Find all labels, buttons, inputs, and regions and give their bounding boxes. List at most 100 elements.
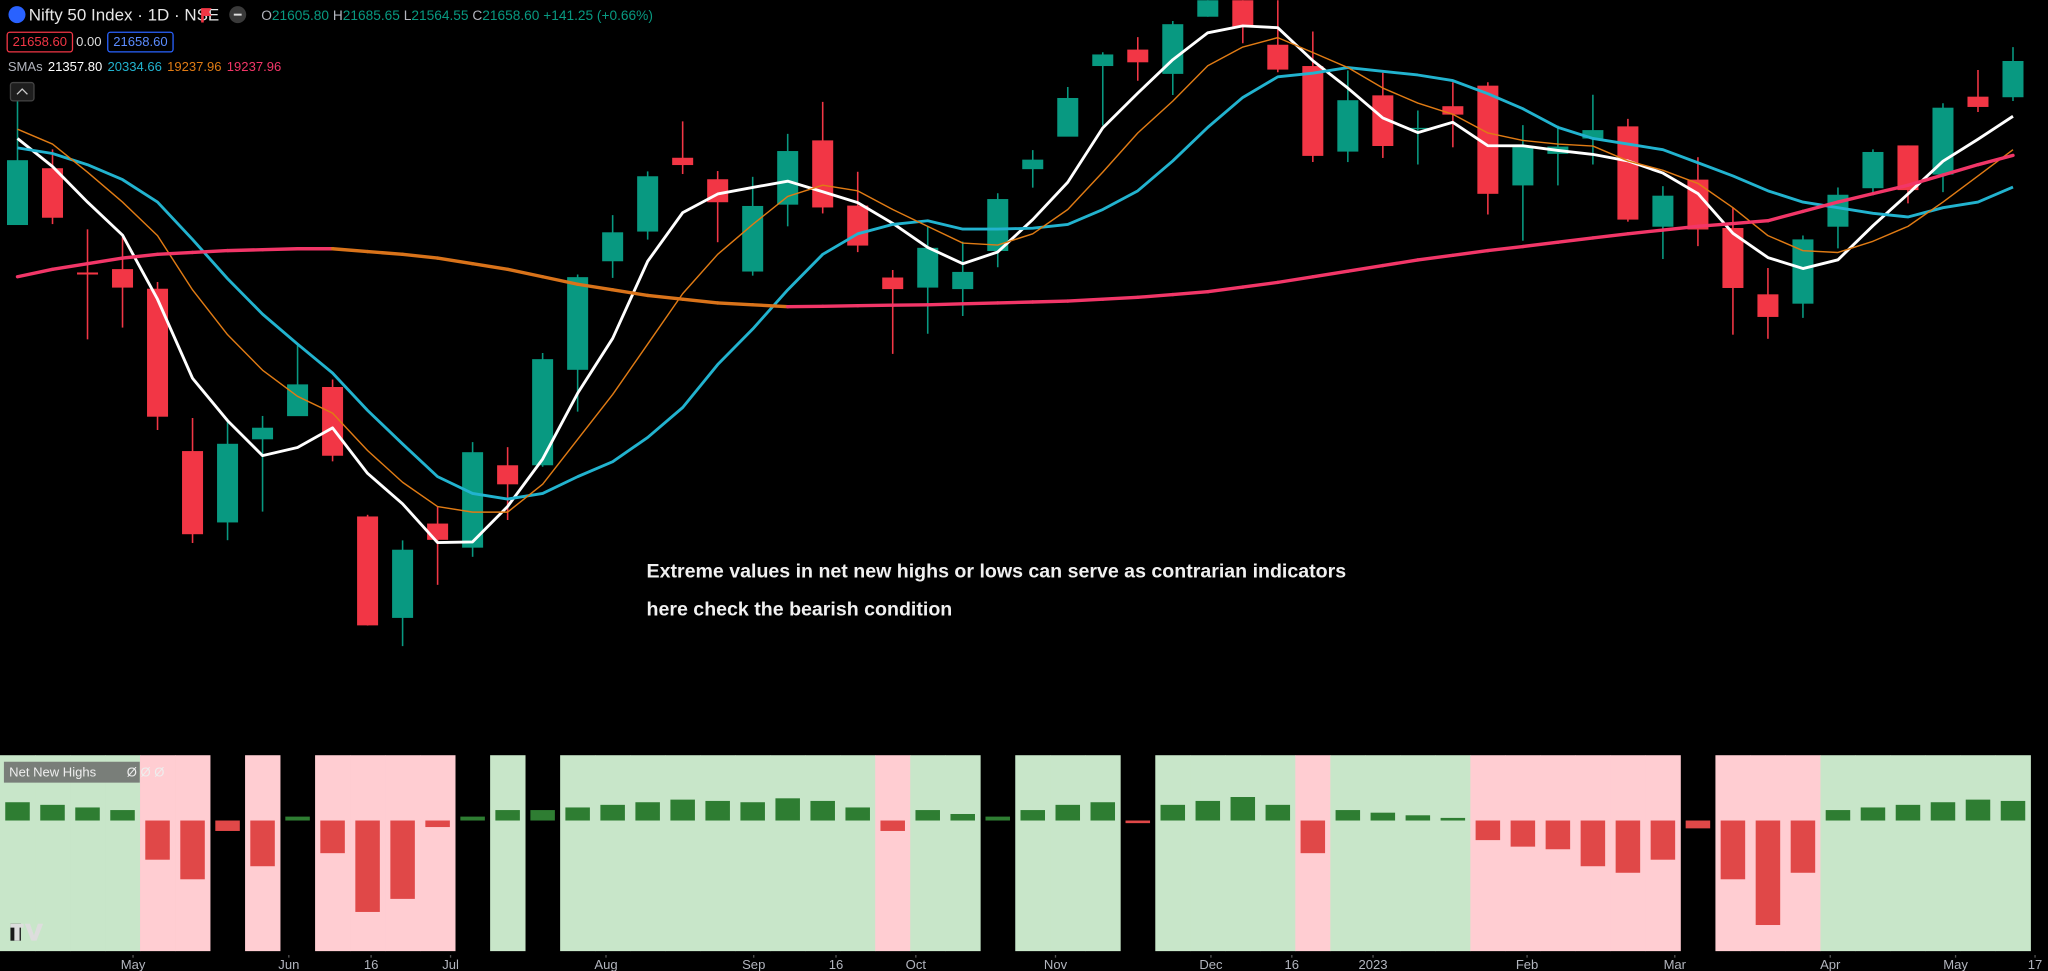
pane-background <box>1995 755 2031 952</box>
histogram-bar <box>460 816 485 821</box>
candle-body <box>2002 60 2024 98</box>
sma-segment <box>225 247 265 253</box>
l-value: 21564.55 <box>411 8 469 23</box>
pane-background <box>1890 755 1926 952</box>
sma-segment <box>1171 290 1210 297</box>
histogram-bar <box>1160 804 1186 821</box>
buy-price: 21658.60 <box>113 34 167 49</box>
o-key: O <box>261 8 272 23</box>
sma-segment <box>996 300 1035 305</box>
histogram-bar <box>1685 820 1711 829</box>
candle-body <box>567 277 589 370</box>
x-tick-label: Jul <box>442 957 459 971</box>
histogram-bar <box>985 816 1010 821</box>
candle-body <box>952 271 974 290</box>
sma-segment <box>400 252 440 260</box>
pane-background <box>1435 755 1471 952</box>
sma-segment <box>1311 269 1350 279</box>
histogram-bar <box>1930 802 1956 821</box>
pane-background <box>1155 755 1191 952</box>
price-pane <box>7 0 2024 647</box>
sma-segment <box>470 261 510 271</box>
sma-segment <box>1206 285 1245 294</box>
sma-segment <box>750 303 790 309</box>
sma-segment <box>575 282 615 292</box>
sma-segment <box>1801 200 1840 214</box>
flag-icon[interactable] <box>201 8 212 23</box>
candle-body <box>1967 96 1989 107</box>
ohlc-legend: O21605.80 H21685.65 L21564.55 C21658.60 … <box>261 8 653 23</box>
candle-body <box>77 272 99 275</box>
histogram-bar <box>1720 820 1746 880</box>
buy-button[interactable] <box>107 31 174 53</box>
candle-body <box>812 140 834 208</box>
pane-background <box>490 755 526 952</box>
sell-button[interactable] <box>6 31 74 53</box>
collapse-button[interactable] <box>9 81 35 102</box>
histogram-bar <box>425 820 450 828</box>
candle-body <box>1372 95 1394 146</box>
pane-background <box>805 755 841 952</box>
sma-segment <box>856 303 895 308</box>
sma-segment <box>1521 240 1560 249</box>
x-tick-label: Nov <box>1044 957 1068 971</box>
histogram-bar <box>390 820 415 899</box>
sma-segment <box>821 304 860 308</box>
x-tick-label: Feb <box>1516 957 1538 971</box>
symbol-title[interactable]: Nifty 50 Index · 1D · NSE <box>29 5 220 24</box>
histogram-bar <box>75 807 100 821</box>
candle-body <box>1862 151 1884 189</box>
x-tick-label: Apr <box>1820 957 1841 971</box>
candle-body <box>777 151 799 205</box>
sma-segment <box>1136 292 1175 300</box>
pane-background <box>1365 755 1401 952</box>
pane-background <box>910 755 946 952</box>
sma-segment <box>1556 236 1595 244</box>
sma-segment <box>1451 248 1490 257</box>
sma-segment <box>1416 253 1455 262</box>
histogram-bar <box>320 820 345 854</box>
histogram-bar <box>180 820 205 880</box>
candle-body <box>1897 145 1919 191</box>
annotation: Extreme values in net new highs or lows … <box>647 561 1347 583</box>
candle-body <box>1197 0 1219 17</box>
candle-body <box>42 168 64 218</box>
h-key: H <box>333 8 343 23</box>
collapse-icon <box>16 88 28 95</box>
candle-body <box>1477 85 1499 194</box>
candle-body <box>357 516 379 626</box>
pane-background <box>665 755 701 952</box>
histogram-bar <box>530 810 555 821</box>
candle-body <box>112 269 134 288</box>
candle-body <box>1267 44 1289 70</box>
sma-segment <box>1346 263 1385 273</box>
x-tick-label: 16 <box>829 957 844 971</box>
histogram-bar <box>845 807 870 821</box>
candle-body <box>882 277 904 290</box>
pane-background <box>1505 755 1541 952</box>
candle-body <box>1092 54 1114 67</box>
pane-background <box>1225 755 1261 952</box>
pane-background <box>1015 755 1051 952</box>
histogram-bar <box>1055 804 1081 821</box>
sma-segment <box>1101 295 1140 301</box>
pane-title[interactable]: Net New Highs <box>9 764 96 779</box>
sma-segment <box>50 261 90 271</box>
pane-background <box>630 755 666 952</box>
sma-segment <box>1066 297 1105 303</box>
sma-segment <box>680 297 720 305</box>
sma-segment <box>505 267 545 279</box>
logo-mark <box>10 923 44 941</box>
histogram-bar <box>1510 820 1536 847</box>
sma-segment <box>1381 258 1420 268</box>
histogram-bar <box>740 802 765 821</box>
pane-background <box>840 755 876 952</box>
sma-value: 21357.80 <box>48 60 102 75</box>
sma-segment <box>85 256 125 266</box>
sma-segment <box>1661 224 1700 232</box>
candle-body <box>1127 49 1149 63</box>
sma-segment <box>120 252 160 260</box>
candle-body <box>1722 228 1744 288</box>
pane-background <box>1050 755 1086 952</box>
histogram-bar <box>250 820 275 867</box>
